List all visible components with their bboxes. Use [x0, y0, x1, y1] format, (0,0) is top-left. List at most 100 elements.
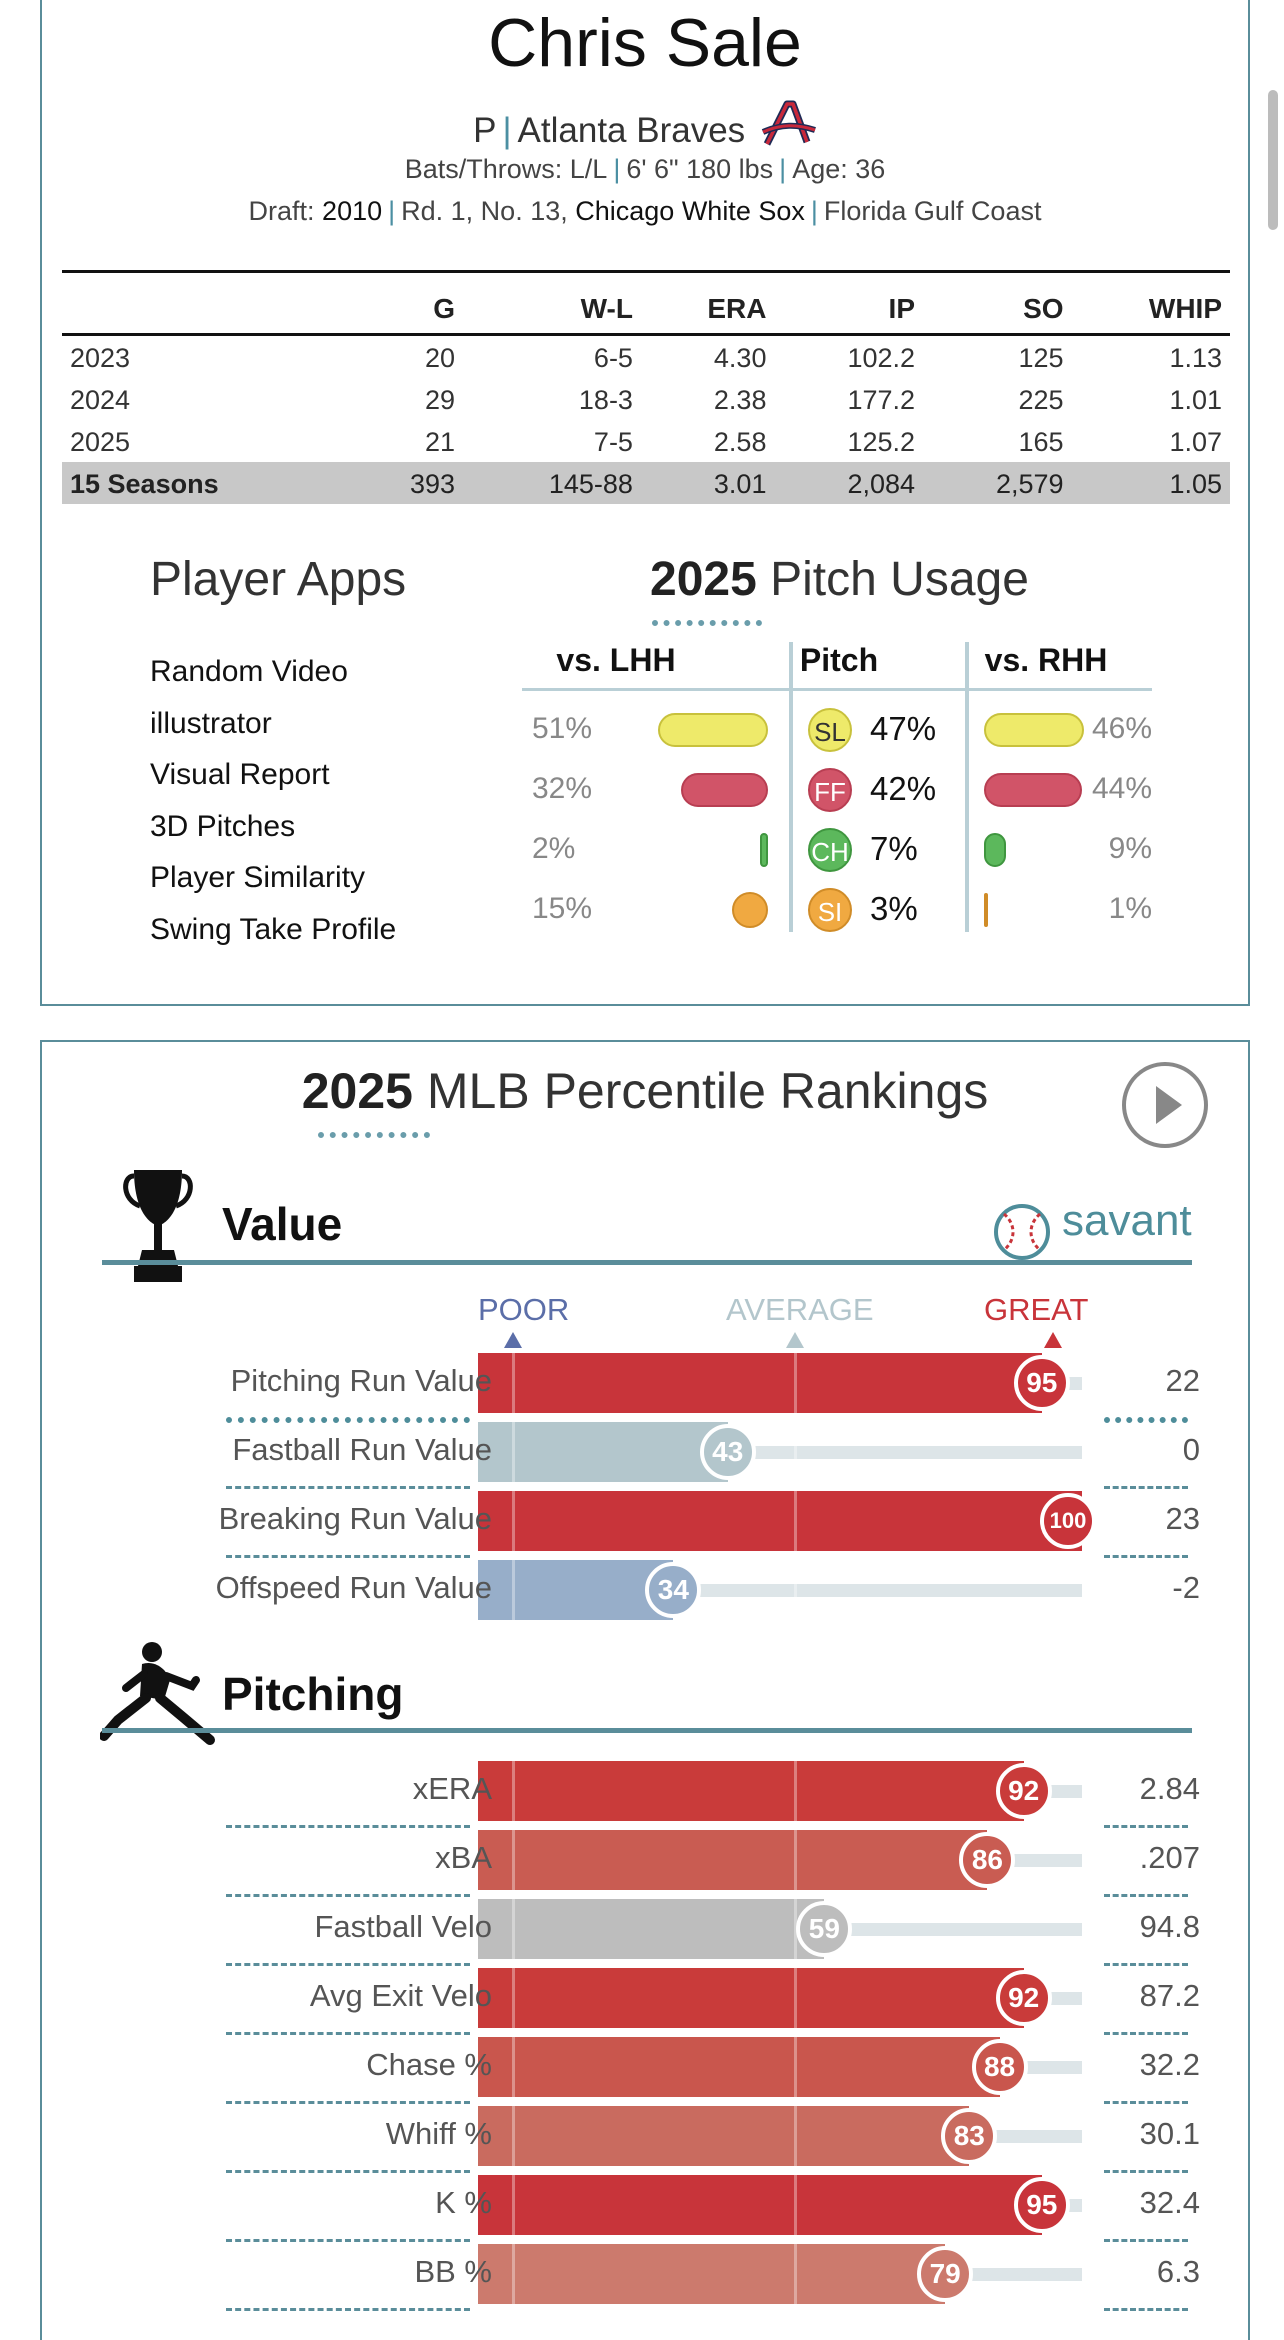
school-name: Florida Gulf Coast: [823, 196, 1042, 226]
metric-guide-line: [794, 1353, 797, 1413]
pitching-section-rule: [102, 1728, 1192, 1733]
braves-logo-icon: [761, 100, 816, 146]
app-link-visual-report[interactable]: Visual Report: [150, 758, 330, 791]
stats-header-cell: W-L: [463, 270, 641, 336]
metric-bar: [478, 1422, 797, 1482]
pu-divider-left: [789, 642, 793, 932]
row-separator: [1104, 2101, 1188, 2104]
row-separator: [1104, 2308, 1188, 2311]
scale-label-great: GREAT: [984, 1292, 1089, 1327]
pitch-type-badge[interactable]: SI: [808, 888, 852, 932]
stats-season-label[interactable]: 2024: [70, 384, 131, 415]
metric-bar: [478, 1761, 1024, 1821]
metric-guide-line: [794, 1899, 797, 1959]
stats-cell: 2.38: [713, 384, 767, 415]
percentile-badge: 34: [645, 1562, 702, 1618]
metric-guide-line: [794, 2175, 797, 2235]
pu-header-lhh: vs. LHH: [556, 642, 676, 678]
metric-label: Fastball Run Value: [232, 1432, 492, 1467]
metric-label: Fastball Velo: [314, 1909, 493, 1944]
row-separator: [226, 1486, 470, 1489]
stats-cell: 18-3: [578, 384, 633, 415]
pitch-type-badge[interactable]: FF: [808, 768, 852, 812]
row-separator: [226, 2308, 470, 2311]
row-separator: [226, 1963, 470, 1966]
play-icon: [1156, 1086, 1182, 1124]
metric-value: 23: [1165, 1501, 1200, 1536]
app-link-player-similarity[interactable]: Player Similarity: [150, 861, 366, 894]
draft-team[interactable]: Chicago White Sox: [575, 196, 805, 226]
stats-cell: 6-5: [593, 342, 633, 373]
percentile-metric-row[interactable]: Chase % 88 32.2: [42, 2037, 1252, 2104]
percentile-metric-row[interactable]: Fastball Velo 59 94.8: [42, 1899, 1252, 1966]
metric-label: Offspeed Run Value: [215, 1570, 492, 1605]
metric-label: Avg Exit Velo: [309, 1978, 492, 2013]
percentile-metric-row[interactable]: xBA 86 .207: [42, 1830, 1252, 1897]
metric-guide-line: [512, 2175, 515, 2235]
row-separator: [226, 1417, 470, 1423]
app-link-swing-take-profile[interactable]: Swing Take Profile: [150, 912, 397, 946]
metric-guide-line: [794, 1968, 797, 2028]
stats-cell: 2,084: [774, 462, 924, 504]
play-animation-button[interactable]: [1122, 1062, 1208, 1148]
row-separator: [1104, 2032, 1188, 2035]
pitch-usage-table: vs. LHH Pitch vs. RHH 51% SL 47% 46% 32% FF 42…: [522, 642, 1152, 942]
stats-cell: 21: [425, 426, 456, 457]
metric-value: 0: [1182, 1432, 1200, 1467]
bats-throws-label: Bats/Throws:: [404, 154, 563, 184]
percentile-metric-row[interactable]: Whiff % 83 30.1: [42, 2106, 1252, 2173]
metric-guide-line: [512, 1761, 515, 1821]
bio-line: Bats/Throws: L/L | 6' 6" 180 lbs | Age: 36: [404, 154, 886, 184]
page-scrollbar[interactable]: [1268, 90, 1278, 230]
percentile-metric-row[interactable]: K % 95 32.4: [42, 2175, 1252, 2242]
stats-cell: 1.01: [1169, 384, 1222, 415]
lhh-usage-bar: [658, 713, 768, 747]
metric-value: 32.4: [1139, 2185, 1200, 2220]
stats-header-row: G W-L ERA IP SO WHIP: [62, 270, 1230, 336]
pitch-usage-row: 51% SL 47% 46%: [522, 704, 1152, 754]
stats-header-cell: WHIP: [1071, 270, 1230, 336]
percentile-metric-row[interactable]: Fastball Run Value 43 0: [42, 1422, 1252, 1489]
row-separator: [226, 1825, 470, 1828]
draft-line: Draft: 2010 | Rd. 1, No. 13, Chicago White…: [248, 196, 1042, 226]
stats-season-label[interactable]: 2025: [70, 426, 131, 457]
savant-link[interactable]: savant: [1062, 1196, 1192, 1245]
pitch-type-badge[interactable]: CH: [808, 828, 852, 872]
percentile-title: 2025 MLB Percentile Rankings: [42, 1062, 1248, 1120]
stats-cell: 225: [1018, 384, 1064, 415]
percentile-metric-row[interactable]: Pitching Run Value 95 22: [42, 1353, 1252, 1423]
metric-bar: [478, 2037, 1000, 2097]
stats-season-label[interactable]: 15 Seasons: [62, 462, 355, 504]
app-link-random-video[interactable]: Random Video: [150, 655, 348, 688]
percentile-badge: 43: [699, 1424, 756, 1480]
percentile-metric-row[interactable]: xERA 92 2.84: [42, 1761, 1252, 1828]
stats-season-label[interactable]: 2023: [70, 342, 131, 373]
percentile-metric-row[interactable]: Offspeed Run Value 34 -2: [42, 1560, 1252, 1620]
metric-bar: [478, 1830, 988, 1890]
stats-cell: 3.01: [640, 462, 775, 504]
lhh-percent: 32%: [532, 772, 593, 805]
stats-header-cell: G: [354, 270, 464, 336]
percentile-metric-row[interactable]: Avg Exit Velo 92 87.2: [42, 1968, 1252, 2035]
row-separator: [226, 2170, 470, 2173]
percentile-metric-row[interactable]: Breaking Run Value 100 23: [42, 1491, 1252, 1558]
percentile-metric-row[interactable]: BB % 79 6.3: [42, 2244, 1252, 2311]
rhh-percent: 46%: [1091, 712, 1152, 745]
app-link-illustrator[interactable]: illustrator: [150, 706, 272, 740]
percentile-badge: 83: [941, 2108, 998, 2164]
row-separator: [226, 2239, 470, 2242]
app-link-3d-pitches[interactable]: 3D Pitches: [150, 809, 296, 843]
pitch-type-badge[interactable]: SL: [808, 708, 852, 752]
pu-header-pitch: Pitch: [799, 642, 879, 678]
stats-cell: 29: [425, 384, 456, 415]
metric-bar: [478, 1899, 825, 1959]
percentile-badge: 95: [1013, 1355, 1070, 1411]
pitch-overall-percent: 3%: [870, 890, 918, 927]
lhh-usage-bar: [760, 833, 768, 867]
stats-header-cell: ERA: [640, 270, 775, 336]
pitch-overall-percent: 47%: [870, 710, 937, 747]
team-name[interactable]: Atlanta Braves: [517, 111, 746, 150]
pu-header-rule: [522, 688, 1152, 691]
draft-year[interactable]: 2010: [322, 196, 383, 226]
player-apps-list: Random Video illustrator Visual Report 3…: [150, 646, 396, 955]
